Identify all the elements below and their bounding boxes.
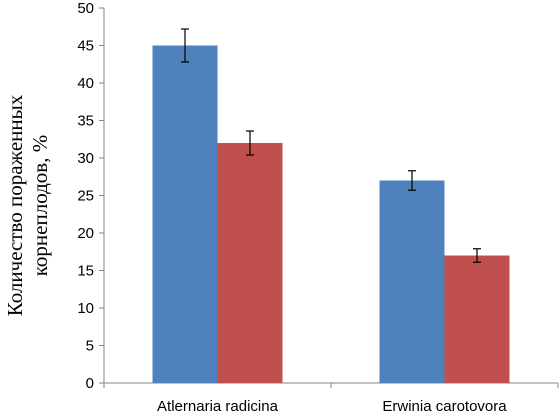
y-tick-label: 35 xyxy=(77,113,94,130)
x-category-label: Erwinia carotovora xyxy=(382,398,507,415)
bar-1-series-1 xyxy=(153,46,218,384)
x-axis-categories: Atlernaria radicina Erwinia carotovora xyxy=(157,398,507,415)
y-tick-label: 20 xyxy=(77,225,94,242)
y-axis-title-line-2: корнеплодов, % xyxy=(28,135,52,276)
y-axis-title: Количество пораженных корнеплодов, % xyxy=(3,94,52,316)
y-tick-label: 25 xyxy=(77,188,94,205)
y-tick-label: 0 xyxy=(86,375,94,392)
bar-1-series-2 xyxy=(218,143,283,383)
y-axis-ticks: 0 5 10 15 20 25 30 35 40 45 50 xyxy=(77,0,104,392)
bar-2-series-2 xyxy=(445,256,510,384)
y-tick-label: 15 xyxy=(77,263,94,280)
y-tick-label: 5 xyxy=(86,338,94,355)
y-tick-label: 10 xyxy=(77,300,94,317)
y-tick-label: 30 xyxy=(77,150,94,167)
bar-2-series-1 xyxy=(380,181,445,384)
y-tick-label: 50 xyxy=(77,0,94,17)
bars xyxy=(153,46,510,384)
y-axis-title-line-1: Количество пораженных xyxy=(3,94,27,316)
y-tick-label: 40 xyxy=(77,75,94,92)
x-category-label: Atlernaria radicina xyxy=(157,398,279,415)
y-tick-label: 45 xyxy=(77,38,94,55)
